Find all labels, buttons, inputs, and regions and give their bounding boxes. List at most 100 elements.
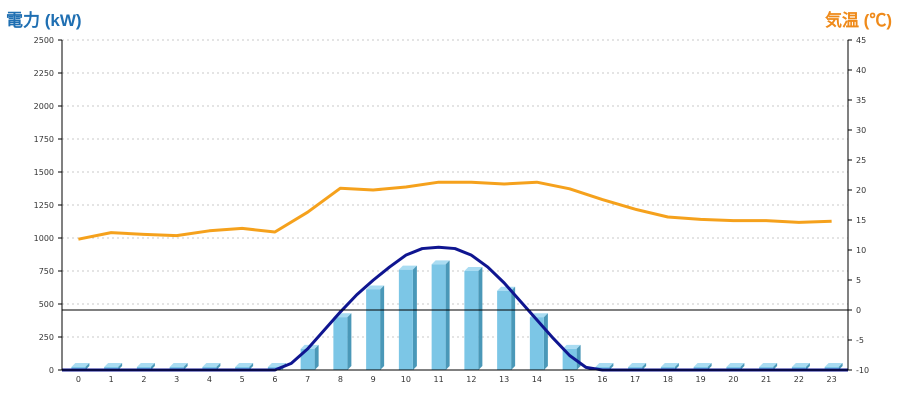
- left-axis-title: 電力 (kW): [6, 11, 82, 30]
- bar-top-face: [431, 260, 450, 265]
- bar: [497, 286, 516, 370]
- bar-side-face: [150, 363, 155, 370]
- x-tick-label: 10: [401, 375, 411, 384]
- left-tick-label: 1250: [34, 201, 54, 210]
- left-tick-label: 1000: [34, 234, 54, 243]
- bar-side-face: [380, 285, 385, 370]
- bar-side-face: [249, 363, 254, 370]
- bar-side-face: [445, 260, 450, 370]
- x-tick-label: 20: [728, 375, 738, 384]
- bar-front-face: [464, 271, 479, 370]
- bar-front-face: [431, 264, 446, 370]
- bar-top-face: [235, 363, 254, 367]
- bar-side-face: [478, 267, 483, 370]
- bar-top-face: [562, 344, 581, 349]
- bar-top-face: [464, 267, 483, 271]
- bar-top-face: [693, 363, 712, 367]
- bar-side-face: [183, 363, 188, 370]
- bar-side-face: [347, 313, 352, 370]
- x-tick-label: 17: [630, 375, 640, 384]
- bar-side-face: [805, 363, 810, 370]
- x-tick-label: 14: [532, 375, 542, 384]
- bar-top-face: [628, 363, 647, 367]
- output-line: [62, 245, 848, 372]
- x-tick-label: 11: [434, 375, 444, 384]
- left-tick-label: 2000: [34, 102, 54, 111]
- x-tick-label: 9: [371, 375, 376, 384]
- bar: [300, 344, 319, 370]
- right-tick-label: 25: [856, 156, 866, 165]
- bar-front-face: [497, 290, 512, 370]
- bar-side-face: [707, 363, 712, 370]
- x-tick-label: 21: [761, 375, 771, 384]
- bar-top-face: [71, 363, 90, 367]
- right-tick-label: 40: [856, 66, 866, 75]
- bar-top-face: [660, 363, 679, 367]
- line-series: [62, 180, 848, 372]
- bar-side-face: [609, 363, 614, 370]
- bar-top-face: [791, 363, 810, 367]
- bar-side-face: [740, 363, 745, 370]
- bar-top-face: [366, 285, 385, 290]
- bar: [398, 265, 417, 370]
- bar-top-face: [759, 363, 778, 367]
- left-tick-label: 1750: [34, 135, 54, 144]
- bar-side-face: [838, 363, 843, 370]
- bar: [431, 260, 450, 370]
- axes: [58, 39, 852, 371]
- bar-side-face: [773, 363, 778, 370]
- right-tick-label: 0: [856, 306, 861, 315]
- temperature-line: [78, 180, 832, 241]
- bar-front-face: [300, 348, 315, 370]
- bar-top-face: [726, 363, 745, 367]
- bar-side-face: [412, 265, 417, 370]
- bar-top-face: [824, 363, 843, 367]
- x-tick-label: 16: [597, 375, 607, 384]
- bar-front-face: [562, 348, 577, 370]
- bar-top-face: [136, 363, 155, 367]
- tick-labels: 02505007501000125015001750200022502500-1…: [34, 36, 869, 384]
- x-tick-label: 8: [338, 375, 343, 384]
- right-tick-label: 10: [856, 246, 866, 255]
- x-tick-label: 12: [466, 375, 476, 384]
- bar-top-face: [202, 363, 221, 367]
- right-tick-label: 35: [856, 96, 866, 105]
- x-tick-label: 6: [272, 375, 277, 384]
- bar: [366, 285, 385, 370]
- left-tick-label: 1500: [34, 168, 54, 177]
- bar-top-face: [398, 265, 417, 270]
- right-tick-label: -5: [856, 336, 864, 345]
- x-tick-label: 15: [565, 375, 575, 384]
- left-tick-label: 0: [49, 366, 54, 375]
- bar-side-face: [85, 363, 90, 370]
- bar-series: [71, 260, 843, 370]
- x-tick-label: 3: [174, 375, 179, 384]
- right-tick-label: -10: [856, 366, 869, 375]
- bar-front-face: [398, 269, 413, 370]
- right-tick-label: 5: [856, 276, 861, 285]
- left-tick-label: 750: [39, 267, 54, 276]
- bar: [464, 267, 483, 370]
- x-tick-label: 19: [696, 375, 706, 384]
- right-tick-label: 30: [856, 126, 866, 135]
- bar-side-face: [674, 363, 679, 370]
- right-tick-label: 15: [856, 216, 866, 225]
- bar-side-face: [642, 363, 647, 370]
- bar-side-face: [543, 313, 548, 370]
- gridlines: [62, 39, 848, 338]
- bar-top-face: [104, 363, 123, 367]
- left-tick-label: 2250: [34, 69, 54, 78]
- x-tick-label: 13: [499, 375, 509, 384]
- x-tick-label: 4: [207, 375, 212, 384]
- right-tick-label: 45: [856, 36, 866, 45]
- bar-side-face: [314, 344, 319, 370]
- x-tick-label: 0: [76, 375, 81, 384]
- left-tick-label: 2500: [34, 36, 54, 45]
- bar-front-face: [333, 317, 348, 370]
- x-tick-label: 18: [663, 375, 673, 384]
- x-tick-label: 5: [240, 375, 245, 384]
- x-tick-label: 2: [141, 375, 146, 384]
- left-tick-label: 500: [39, 300, 54, 309]
- x-tick-label: 22: [794, 375, 804, 384]
